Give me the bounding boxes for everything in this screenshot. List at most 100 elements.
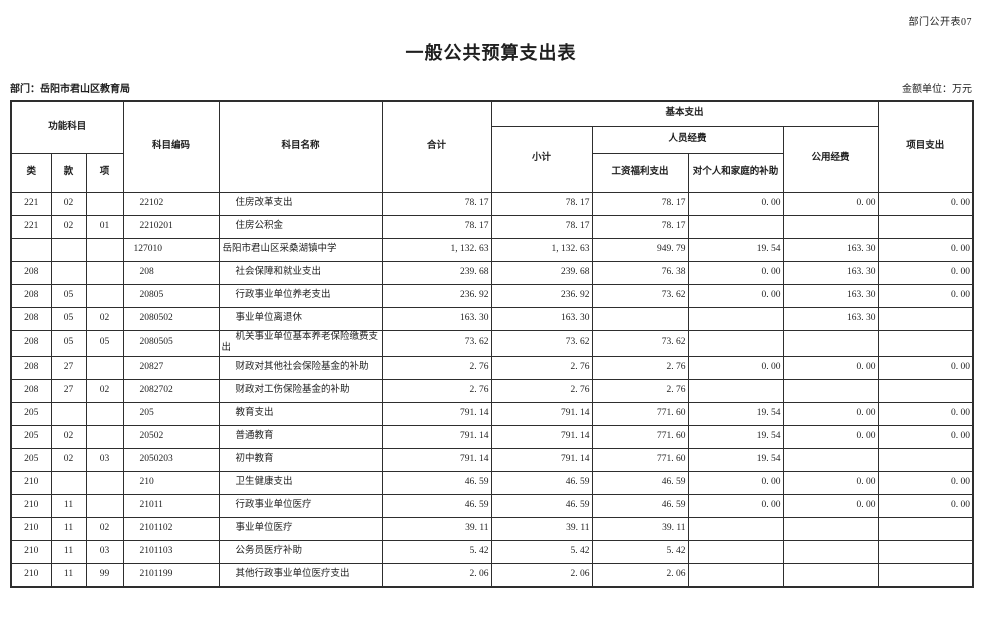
cell-family bbox=[687, 517, 784, 542]
cell-family: 0. 00 bbox=[687, 471, 784, 496]
cell-total: 39. 11 bbox=[381, 517, 492, 542]
cell-kuan: 05 bbox=[50, 329, 87, 358]
table-body: 221 02 22102 住房改革支出 78. 17 78. 17 78. 17 0. 00 0… bbox=[10, 191, 974, 588]
cell-total: 78. 17 bbox=[381, 214, 492, 239]
cell-subtotal: 73. 62 bbox=[490, 329, 593, 358]
cell-project: 0. 00 bbox=[877, 356, 974, 381]
cell-name: 初中教育 bbox=[218, 448, 383, 473]
cell-salary: 46. 59 bbox=[591, 494, 689, 519]
cell-kuan: 11 bbox=[50, 563, 87, 588]
cell-project bbox=[877, 306, 974, 331]
cell-family bbox=[687, 306, 784, 331]
cell-subtotal: 791. 14 bbox=[490, 448, 593, 473]
cell-salary: 78. 17 bbox=[591, 191, 689, 216]
cell-subtotal: 39. 11 bbox=[490, 517, 593, 542]
cell-name: 机关事业单位基本养老保险缴费支出 bbox=[218, 329, 383, 358]
table-row: 221 02 22102 住房改革支出 78. 17 78. 17 78. 17 0. 00 0… bbox=[10, 191, 974, 216]
header-basic-expenditure: 基本支出 bbox=[490, 100, 879, 127]
cell-name: 教育支出 bbox=[218, 402, 383, 427]
table-row: 205 02 03 2050203 初中教育 791. 14 791. 14 771. 60 1… bbox=[10, 448, 974, 473]
cell-code: 2210201 bbox=[122, 214, 220, 239]
cell-family: 0. 00 bbox=[687, 260, 784, 285]
table-row: 221 02 01 2210201 住房公积金 78. 17 78. 17 78. 17 bbox=[10, 214, 974, 239]
table-row: 208 05 05 2080505 机关事业单位基本养老保险缴费支出 73. 62 73. … bbox=[10, 329, 974, 358]
cell-lei: 210 bbox=[10, 540, 52, 565]
cell-xiang bbox=[85, 260, 124, 285]
header-individual-family-subsidy: 对个人和家庭的补助 bbox=[687, 152, 784, 193]
cell-salary: 771. 60 bbox=[591, 425, 689, 450]
cell-project: 0. 00 bbox=[877, 237, 974, 262]
cell-code: 2101199 bbox=[122, 563, 220, 588]
cell-subtotal: 78. 17 bbox=[490, 191, 593, 216]
cell-total: 236. 92 bbox=[381, 283, 492, 308]
cell-public bbox=[782, 214, 879, 239]
cell-code: 20827 bbox=[122, 356, 220, 381]
cell-family bbox=[687, 540, 784, 565]
cell-code: 208 bbox=[122, 260, 220, 285]
cell-salary: 76. 38 bbox=[591, 260, 689, 285]
cell-xiang bbox=[85, 283, 124, 308]
cell-code: 2101102 bbox=[122, 517, 220, 542]
cell-xiang bbox=[85, 425, 124, 450]
cell-salary: 39. 11 bbox=[591, 517, 689, 542]
cell-code: 21011 bbox=[122, 494, 220, 519]
cell-lei: 208 bbox=[10, 306, 52, 331]
cell-public: 163. 30 bbox=[782, 237, 879, 262]
table-row: 205 205 教育支出 791. 14 791. 14 771. 60 19. 54 0. … bbox=[10, 402, 974, 427]
cell-public: 0. 00 bbox=[782, 471, 879, 496]
cell-kuan: 11 bbox=[50, 494, 87, 519]
page-title: 一般公共预算支出表 bbox=[405, 43, 577, 63]
cell-name: 财政对工伤保险基金的补助 bbox=[218, 379, 383, 404]
cell-total: 791. 14 bbox=[381, 448, 492, 473]
cell-code: 127010 bbox=[122, 237, 220, 262]
header-item: 项 bbox=[85, 152, 124, 193]
cell-family: 19. 54 bbox=[687, 237, 784, 262]
cell-xiang bbox=[85, 494, 124, 519]
cell-project: 0. 00 bbox=[877, 260, 974, 285]
cell-name: 财政对其他社会保险基金的补助 bbox=[218, 356, 383, 381]
table-row: 208 05 02 2080502 事业单位离退休 163. 30 163. 30 163. … bbox=[10, 306, 974, 331]
cell-subtotal: 1, 132. 63 bbox=[490, 237, 593, 262]
header-personnel-funds: 人员经费 bbox=[591, 125, 784, 154]
cell-subtotal: 2. 76 bbox=[490, 356, 593, 381]
cell-salary: 771. 60 bbox=[591, 402, 689, 427]
cell-public bbox=[782, 329, 879, 358]
cell-name: 事业单位医疗 bbox=[218, 517, 383, 542]
department-label: 部门：岳阳市君山区教育局 bbox=[10, 84, 130, 95]
cell-xiang bbox=[85, 402, 124, 427]
cell-family: 0. 00 bbox=[687, 494, 784, 519]
cell-total: 239. 68 bbox=[381, 260, 492, 285]
cell-code: 22102 bbox=[122, 191, 220, 216]
cell-salary: 73. 62 bbox=[591, 283, 689, 308]
cell-project bbox=[877, 214, 974, 239]
cell-lei: 208 bbox=[10, 356, 52, 381]
cell-xiang: 02 bbox=[85, 379, 124, 404]
cell-kuan bbox=[50, 471, 87, 496]
cell-salary: 949. 79 bbox=[591, 237, 689, 262]
cell-project bbox=[877, 540, 974, 565]
cell-project bbox=[877, 448, 974, 473]
cell-subtotal: 46. 59 bbox=[490, 471, 593, 496]
cell-project: 0. 00 bbox=[877, 471, 974, 496]
cell-kuan: 11 bbox=[50, 540, 87, 565]
cell-subtotal: 239. 68 bbox=[490, 260, 593, 285]
cell-xiang: 02 bbox=[85, 306, 124, 331]
cell-project: 0. 00 bbox=[877, 494, 974, 519]
cell-family: 0. 00 bbox=[687, 283, 784, 308]
cell-kuan bbox=[50, 237, 87, 262]
cell-salary: 2. 76 bbox=[591, 356, 689, 381]
cell-project: 0. 00 bbox=[877, 191, 974, 216]
cell-lei: 210 bbox=[10, 563, 52, 588]
table-row: 210 11 99 2101199 其他行政事业单位医疗支出 2. 06 2. 06 2. 0… bbox=[10, 563, 974, 588]
cell-salary: 5. 42 bbox=[591, 540, 689, 565]
cell-public: 0. 00 bbox=[782, 402, 879, 427]
cell-subtotal: 2. 06 bbox=[490, 563, 593, 588]
cell-lei: 205 bbox=[10, 425, 52, 450]
cell-lei: 208 bbox=[10, 379, 52, 404]
cell-salary bbox=[591, 306, 689, 331]
cell-kuan: 27 bbox=[50, 356, 87, 381]
cell-total: 2. 76 bbox=[381, 356, 492, 381]
cell-subtotal: 46. 59 bbox=[490, 494, 593, 519]
cell-public bbox=[782, 448, 879, 473]
cell-total: 5. 42 bbox=[381, 540, 492, 565]
